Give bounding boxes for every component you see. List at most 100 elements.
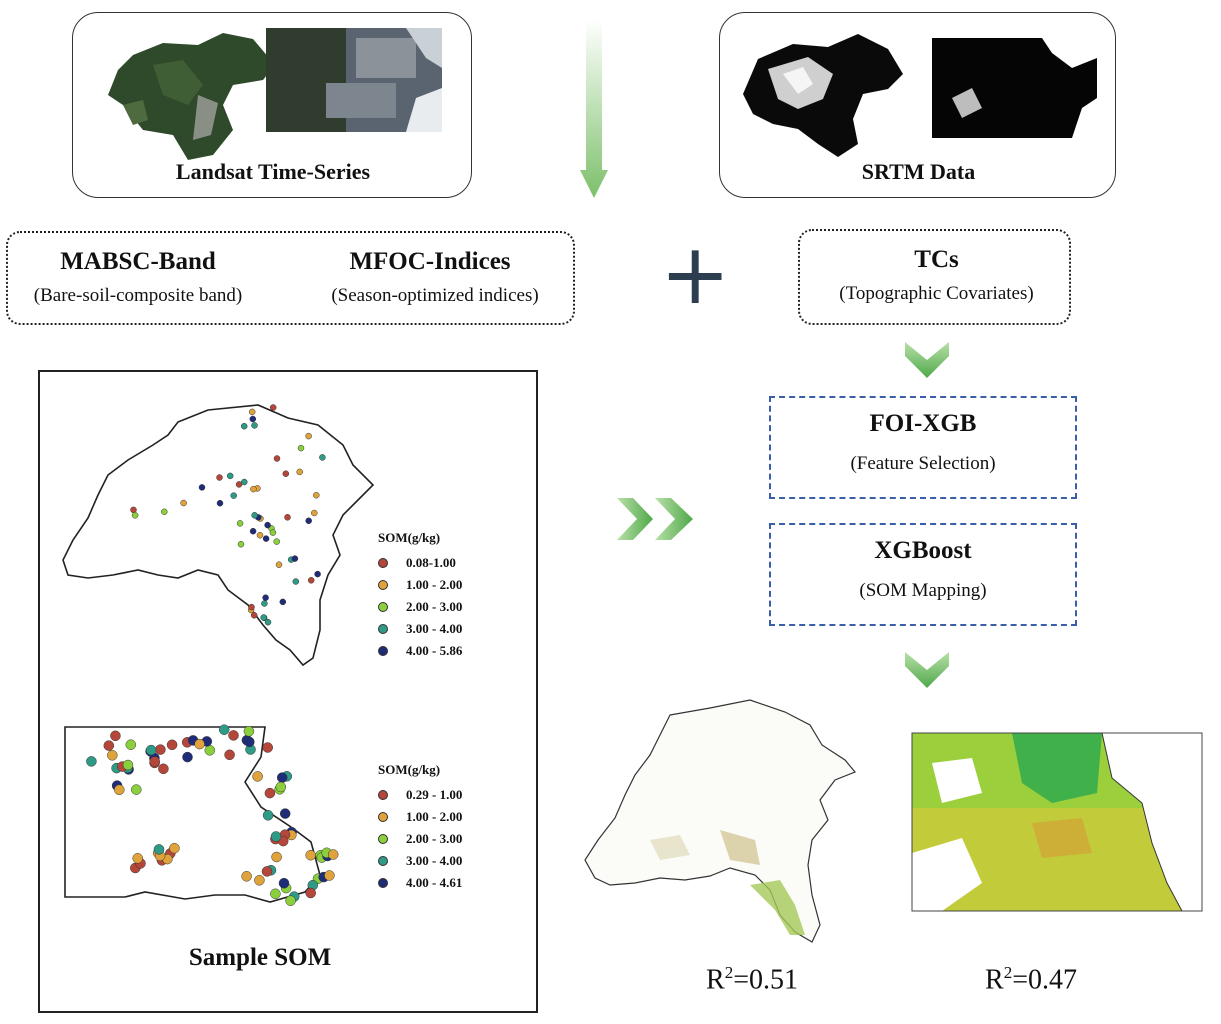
legend-label: 4.00 - 4.61 [406, 875, 463, 890]
legend-2: SOM(g/kg) 0.29 - 1.00 1.00 - 2.00 2.00 - 3… [378, 762, 528, 894]
sample-point [305, 887, 316, 899]
plus-symbol: + [660, 225, 731, 323]
legend-swatch [378, 856, 388, 866]
sample-point [282, 470, 290, 477]
srtm-region-image [743, 34, 903, 157]
sample-point [297, 444, 305, 452]
sample-point [248, 408, 256, 416]
sample-point [145, 744, 157, 756]
legend-2-item: 2.00 - 3.00 [378, 828, 528, 850]
sample-map-1 [62, 404, 375, 667]
sample-point [284, 514, 291, 521]
sample-point [292, 578, 300, 585]
sample-point [153, 844, 165, 855]
legend-1-title: SOM(g/kg) [378, 530, 441, 545]
sample-point [264, 521, 271, 529]
band-indices-box: MABSC-Band (Bare-soil-composite band) MF… [6, 231, 575, 325]
sample-point [250, 485, 257, 493]
legend-swatch [378, 602, 388, 612]
sample-point [324, 870, 335, 881]
legend-1-item: 0.08-1.00 [378, 552, 528, 574]
legend-swatch [378, 834, 388, 844]
sample-point [311, 509, 318, 517]
sample-point [269, 529, 277, 536]
landsat-box: Landsat Time-Series [72, 12, 472, 198]
srtm-box: SRTM Data [719, 12, 1116, 198]
sample-point [161, 508, 168, 516]
chevron-down-icon [905, 652, 949, 688]
sample-point [86, 756, 97, 767]
sample-point [204, 745, 216, 756]
sample-point [228, 730, 239, 741]
sample-point [237, 540, 245, 548]
sample-point [276, 772, 288, 783]
sample-points-1 [130, 404, 326, 626]
r2-b-prefix: R [985, 964, 1004, 996]
sample-point [262, 810, 274, 821]
legend-swatch [378, 558, 388, 568]
sample-point [216, 499, 224, 507]
sample-point [327, 849, 339, 860]
sample-point [107, 750, 118, 761]
sample-point [235, 481, 243, 488]
sample-point [244, 736, 255, 748]
sample-point [241, 871, 252, 882]
sample-point [269, 404, 277, 411]
sample-point [122, 759, 134, 771]
sample-point [149, 756, 160, 767]
sample-point [256, 531, 264, 539]
sample-point [279, 808, 291, 819]
r2-a-prefix: R [706, 964, 725, 996]
sample-point [285, 895, 296, 906]
sample-point [261, 600, 268, 607]
legend-1-item: 3.00 - 4.00 [378, 618, 528, 640]
sample-point [273, 538, 280, 545]
sample-point [155, 744, 166, 755]
legend-label: 4.00 - 5.86 [406, 643, 463, 658]
legend-1: SOM(g/kg) 0.08-1.00 1.00 - 2.00 2.00 - 3.0… [378, 530, 528, 662]
legend-2-item: 1.00 - 2.00 [378, 806, 528, 828]
sample-point [278, 877, 290, 889]
legend-label: 0.08-1.00 [406, 555, 456, 570]
legend-swatch [378, 790, 388, 800]
legend-label: 1.00 - 2.00 [406, 577, 463, 592]
sample-point [180, 499, 187, 507]
sample-point [270, 831, 282, 842]
sample-point [182, 751, 193, 763]
legend-swatch [378, 624, 388, 634]
result-map-2 [911, 732, 1203, 912]
sample-point [305, 432, 312, 440]
sample-point [131, 512, 139, 519]
mabsc-subtitle: (Bare-soil-composite band) [33, 285, 243, 306]
sample-point [248, 603, 255, 611]
sample-point [270, 888, 281, 900]
r2-label-b: R2=0.47 [985, 963, 1077, 996]
sample-point [110, 730, 121, 742]
r2-b-value: =0.47 [1012, 964, 1077, 996]
foi-subtitle: (Feature Selection) [850, 453, 996, 474]
legend-swatch [378, 812, 388, 822]
chevron-down-icon [905, 342, 949, 378]
sample-point [216, 474, 223, 481]
sample-point [243, 726, 255, 737]
sample-point [249, 527, 257, 535]
sample-point [264, 787, 276, 799]
tcs-subtitle: (Topographic Covariates) [839, 283, 1034, 304]
srtm-scene-image [932, 38, 1097, 138]
mfoc-subtitle: (Season-optimized indices) [331, 285, 539, 306]
sample-point [226, 472, 234, 480]
legend-2-item: 4.00 - 4.61 [378, 872, 528, 894]
double-chevron-right-icon [617, 498, 693, 540]
sample-point [262, 535, 270, 542]
sample-point [314, 570, 321, 578]
sample-point [250, 612, 258, 619]
sample-point [305, 517, 312, 525]
result-map-1 [584, 699, 856, 943]
sample-point [262, 594, 269, 601]
sample-point [296, 468, 303, 476]
sample-point [249, 415, 257, 423]
legend-label: 1.00 - 2.00 [406, 809, 463, 824]
sample-point [130, 506, 137, 514]
sample-point [251, 422, 258, 429]
legend-2-item: 0.29 - 1.00 [378, 784, 528, 806]
